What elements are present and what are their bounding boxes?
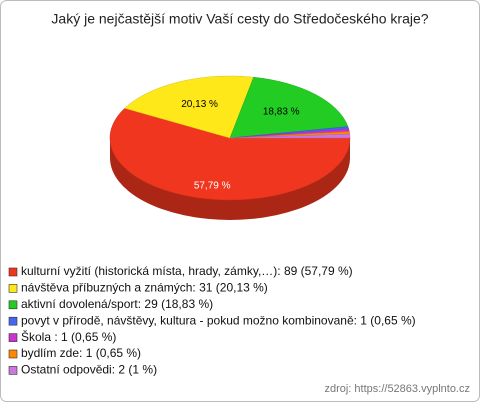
- slice-label: 57,79 %: [194, 181, 231, 192]
- legend-label: aktivní dovolená/sport: 29 (18,83 %): [21, 297, 213, 311]
- legend-swatch: [8, 284, 18, 293]
- slice-label: 20,13 %: [181, 99, 218, 110]
- slice-side: [110, 138, 350, 220]
- source: zdroj: https://52863.vyplnto.cz: [324, 383, 470, 395]
- legend-label: Ostatní odpovědi: 2 (1 %): [21, 363, 157, 377]
- legend-label: bydlím zde: 1 (0,65 %): [21, 346, 141, 360]
- legend-label: povyt v přírodě, návštěvy, kultura - pok…: [21, 313, 416, 327]
- legend-swatch: [8, 366, 18, 375]
- legend-label: Škola : 1 (0,65 %): [21, 329, 116, 344]
- slice: [229, 76, 349, 139]
- legend-swatch: [8, 316, 18, 326]
- legend-swatch: [8, 333, 18, 342]
- slice: [124, 75, 254, 139]
- legend-label: návštěva příbuzných a známých: 31 (20,13…: [21, 281, 268, 295]
- slice: [229, 133, 351, 139]
- legend-swatch: [8, 300, 18, 310]
- legend-swatch: [8, 267, 18, 277]
- chart-title: Jaký je nejčastější motiv Vaší cesty do …: [51, 11, 428, 27]
- legend-label: kulturní vyžití (historická místa, hrady…: [21, 264, 353, 278]
- slice-label: 18,83 %: [263, 106, 300, 117]
- legend-swatch: [8, 349, 18, 359]
- slice: [109, 107, 351, 201]
